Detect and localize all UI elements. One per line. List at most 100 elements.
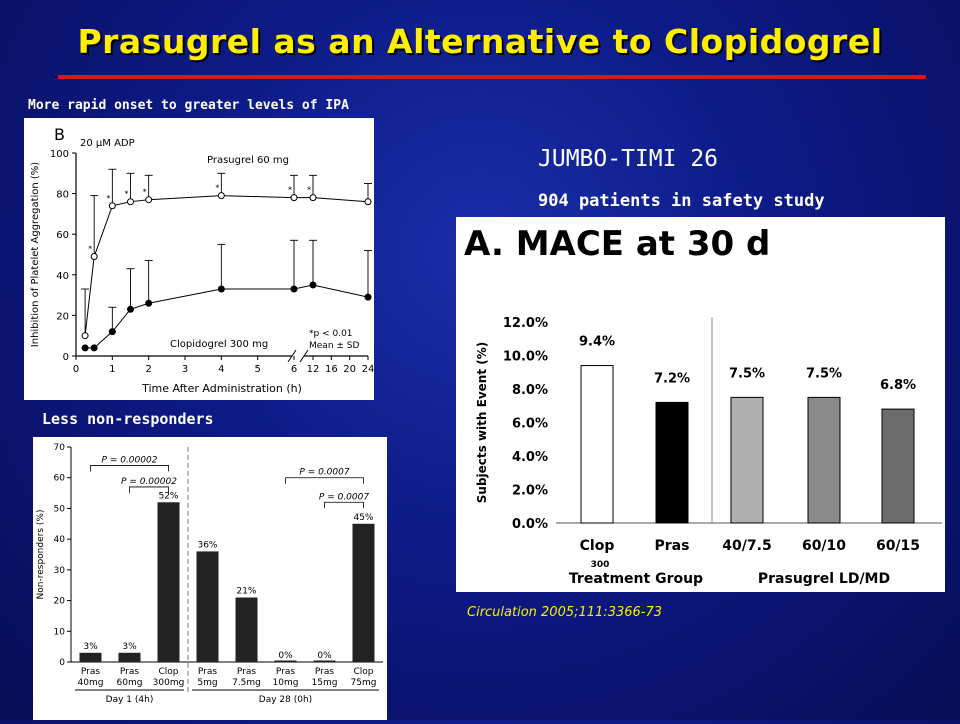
legend-note: *p < 0.01 — [309, 329, 353, 339]
series-line-0 — [84, 195, 369, 336]
data-point — [290, 285, 298, 293]
bar — [313, 660, 336, 662]
x-tick-label: 4 — [218, 364, 224, 375]
y-axis-label: Inhibition of Platelet Aggregation (%) — [30, 162, 41, 348]
chart-title: A. MACE at 30 d — [464, 224, 770, 264]
data-point — [108, 328, 116, 336]
y-tick-label: 4.0% — [512, 450, 548, 465]
caption-ipa: More rapid onset to greater levels of IP… — [28, 98, 349, 113]
y-tick-label: 0.0% — [512, 517, 548, 532]
significance-mark: * — [143, 188, 147, 197]
bar-value-label: 6.8% — [880, 378, 916, 393]
bar — [881, 408, 915, 524]
bar-value-label: 7.5% — [729, 366, 765, 381]
data-point — [217, 285, 225, 293]
bar-value-label: 3% — [83, 642, 98, 652]
x-tick-label: 24 — [362, 364, 374, 375]
y-tick-label: 12.0% — [503, 316, 548, 331]
title-underline — [58, 75, 926, 79]
bar — [79, 652, 102, 662]
data-point — [290, 194, 298, 202]
bar-value-label: 7.5% — [806, 366, 842, 381]
data-point — [364, 198, 372, 206]
ipa-chart-panel: 0 20 40 60 80 100 0 1 2 3 4 5 6 12 16 20 24 Time After Ad… — [24, 118, 374, 400]
y-axis-label: Non-responders (%) — [36, 510, 46, 600]
axis-break-mark — [299, 349, 309, 363]
bar — [352, 523, 375, 662]
data-point — [81, 332, 89, 340]
x-tick-label: 5 — [254, 364, 260, 375]
y-tick-label: 8.0% — [512, 383, 548, 398]
y-tick-label: 10 — [54, 627, 66, 637]
bar — [655, 401, 689, 524]
significance-mark: * — [215, 184, 219, 193]
trial-name: JUMBO-TIMI 26 — [538, 146, 719, 172]
x-tick-label: 60mg — [117, 678, 143, 688]
bar — [274, 660, 297, 662]
data-point — [145, 196, 153, 204]
x-tick-label: 5mg — [197, 678, 217, 688]
x-tick-label: Pras — [315, 667, 334, 677]
bar — [118, 652, 141, 662]
citation: Circulation 2005;111:3366-73 — [467, 605, 663, 620]
p-value-label: P = 0.0007 — [299, 468, 349, 478]
data-point — [90, 344, 98, 352]
bar-value-label: 7.2% — [654, 371, 690, 386]
significance-mark: * — [125, 190, 129, 199]
significance-bracket — [285, 477, 364, 484]
x-tick-label: 1 — [109, 364, 115, 375]
significance-mark: * — [88, 245, 92, 254]
data-point — [127, 198, 134, 206]
x-tick-label: Clop — [158, 667, 178, 677]
caption-nonresponders: Less non-responders — [42, 410, 214, 428]
x-tick-label: 300mg — [153, 678, 185, 688]
x-tick-label: 60/15 — [876, 538, 920, 554]
y-tick-label: 2.0% — [512, 484, 548, 499]
data-point — [90, 253, 98, 261]
x-axis-label: Treatment Group — [569, 571, 703, 587]
series-label-prasugrel: Prasugrel 60 mg — [207, 155, 289, 166]
x-axis-label-2: Prasugrel LD/MD — [758, 571, 890, 587]
nonresponders-chart-panel: 0 10 20 30 40 50 60 70 Non-responders (%) Pras 40m… — [33, 437, 387, 720]
x-tick-label: Clop — [353, 667, 373, 677]
x-tick-label: Pras — [120, 667, 139, 677]
y-tick-label: 80 — [56, 190, 69, 201]
data-point — [309, 281, 317, 289]
bar-value-label: 0% — [317, 651, 332, 661]
x-tick-label: Clop — [580, 538, 615, 554]
y-tick-label: 20 — [54, 597, 66, 607]
bar — [580, 365, 614, 524]
y-tick-label: 60 — [54, 474, 66, 484]
bar-value-label: 21% — [236, 587, 256, 597]
x-tick-label: Pras — [198, 667, 217, 677]
significance-mark: * — [307, 186, 311, 195]
bar — [157, 502, 180, 662]
bar-value-label: 52% — [158, 491, 178, 501]
data-point — [217, 192, 225, 200]
significance-mark: * — [288, 186, 292, 195]
p-value-label: P = 0.00002 — [121, 477, 177, 487]
bar-value-label: 0% — [278, 651, 293, 661]
x-axis-label: Time After Administration (h) — [141, 382, 302, 395]
bar-value-label: 3% — [122, 642, 137, 652]
data-point — [145, 299, 153, 307]
y-tick-label: 50 — [54, 504, 66, 514]
y-tick-label: 0 — [63, 352, 69, 363]
significance-mark: * — [106, 194, 110, 203]
y-tick-label: 60 — [56, 230, 69, 241]
y-tick-label: 20 — [56, 311, 69, 322]
series-label-clopidogrel: Clopidogrel 300 mg — [170, 339, 268, 350]
data-point — [364, 293, 372, 301]
mace-bar-chart: A. MACE at 30 d 0.0% 2.0% 4.0% 6.0% 8.0% 10.0%… — [464, 224, 942, 587]
x-tick-label: Pras — [276, 667, 295, 677]
x-tick-label: 75mg — [351, 678, 377, 688]
x-tick-label: 12 — [307, 364, 320, 375]
mace-chart-panel: A. MACE at 30 d 0.0% 2.0% 4.0% 6.0% 8.0% 10.0%… — [456, 217, 945, 592]
y-tick-label: 40 — [54, 535, 66, 545]
y-tick-label: 70 — [54, 443, 66, 453]
x-tick-label: 3 — [182, 364, 188, 375]
y-tick-label: 40 — [56, 271, 69, 282]
y-tick-label: 30 — [54, 566, 66, 576]
data-point — [127, 305, 134, 313]
